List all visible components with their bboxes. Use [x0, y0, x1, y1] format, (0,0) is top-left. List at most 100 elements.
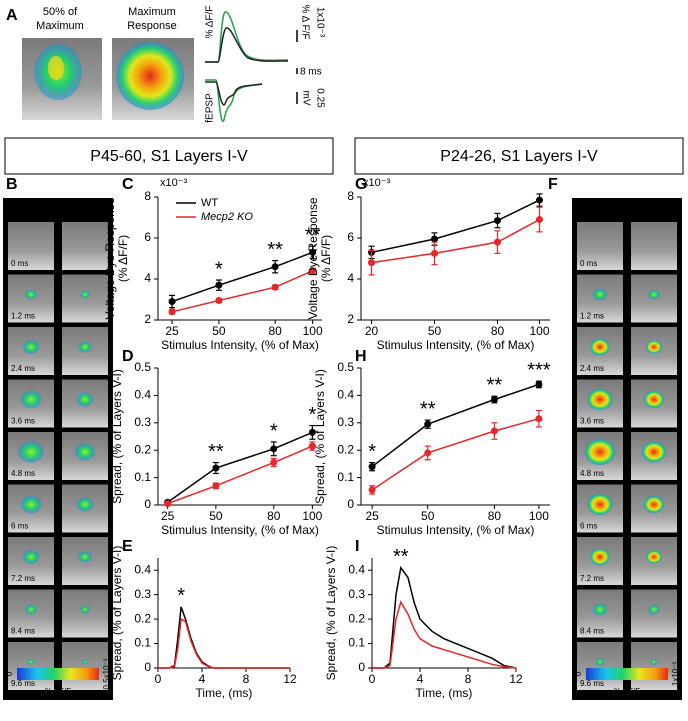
x-tick-label: 12 [283, 672, 297, 686]
time-label: 7.2 ms [580, 574, 604, 583]
header: P24-26, S1 Layers I-V [440, 148, 598, 165]
marker [164, 500, 172, 508]
colorbar [586, 668, 668, 680]
marker [431, 249, 438, 257]
response-blob [76, 392, 94, 407]
column-header: WildType [12, 206, 49, 216]
response-blob [641, 441, 667, 463]
response-blob [80, 290, 90, 299]
panel-label: D [122, 348, 134, 365]
image-label: Maximum [128, 6, 176, 18]
image-label: Response [127, 20, 177, 32]
marker [368, 259, 375, 267]
fepsp-50 [205, 81, 263, 106]
significance: * [368, 441, 376, 463]
y-axis-label: (% ΔF/F) [319, 235, 333, 282]
marker [424, 449, 432, 457]
x-tick-label: 100 [303, 324, 323, 338]
series-line [158, 617, 290, 669]
marker [270, 459, 278, 467]
y-tick-label: 0.3 [348, 587, 365, 601]
marker [431, 235, 438, 243]
response-blob [584, 438, 616, 466]
marker [494, 217, 501, 225]
x-tick-label: 4 [199, 672, 206, 686]
x-tick-label: 20 [365, 324, 379, 338]
series-line [167, 431, 313, 503]
x-tick-label: 0 [155, 672, 162, 686]
response-blob [20, 495, 42, 514]
time-label: 6 ms [11, 522, 28, 531]
marker [308, 442, 316, 450]
marker [309, 267, 317, 275]
response-core [48, 56, 64, 80]
trace-label: % ΔF/F [205, 6, 216, 39]
y-tick-label: 2 [347, 312, 354, 326]
panel-label: F [548, 176, 558, 193]
significance: * [215, 258, 223, 280]
response-blob [20, 390, 42, 409]
time-label: 2.4 ms [580, 364, 604, 373]
panel-label: I [355, 538, 359, 555]
time-label: 1.2 ms [11, 312, 35, 321]
y-tick-label: 0.3 [134, 587, 151, 601]
column-header: WildType [581, 206, 618, 216]
image-label: Maximum [36, 20, 84, 32]
y-tick-label: 4 [347, 271, 354, 285]
y-axis-label: Spread, (% of Layers V-I) [324, 546, 338, 681]
frame [8, 222, 54, 270]
response-blob [592, 603, 608, 616]
response-blob [25, 604, 37, 615]
x-tick-label: 12 [509, 672, 523, 686]
time-label: 0 ms [11, 259, 28, 268]
x-tick-label: 8 [465, 672, 472, 686]
response-blob [116, 42, 184, 110]
image-strip: WildType MeCP2-/y 0 ms 1.2 ms 2.4 ms 3.6 ms 4.… [572, 198, 682, 700]
significance: ** [208, 441, 224, 463]
colorbar-min: 0 [574, 671, 583, 676]
time-label: 1.2 ms [580, 312, 604, 321]
x-tick-label: 0 [369, 672, 376, 686]
y-tick-label: 0.4 [337, 388, 354, 402]
response-blob [25, 289, 37, 300]
x-axis-label: Stimulus Intensity, (% of Max) [161, 523, 319, 537]
y-tick-label: 0.1 [134, 470, 151, 484]
frame [62, 589, 108, 638]
time-label: 2.4 ms [11, 364, 35, 373]
panel-label: E [122, 538, 133, 555]
colorbar-label: % ΔF/F [614, 687, 640, 696]
panel-label: C [122, 176, 134, 193]
frame [577, 222, 623, 270]
x-tick-label: 25 [161, 509, 175, 523]
time-label: 3.6 ms [580, 417, 604, 426]
response-blob [650, 659, 658, 665]
x-tick-label: 80 [267, 509, 281, 523]
x-axis-label: Time, (ms) [416, 686, 473, 700]
marker [494, 238, 501, 246]
x-tick-label: 100 [302, 509, 322, 523]
y-tick-label: 8 [347, 189, 354, 203]
y-tick-label: 0 [144, 660, 151, 674]
significance: ** [305, 224, 321, 246]
series-line [171, 251, 313, 303]
frame [8, 642, 54, 690]
marker [308, 428, 316, 436]
frame [62, 642, 108, 690]
chart: 0 0.1 0.2 0.3 0.4 0 4 8 12 Time, (ms) Spread, (% o… [110, 546, 297, 701]
header-box [354, 137, 684, 175]
response-blob [643, 390, 665, 409]
x-tick-label: 50 [212, 324, 226, 338]
marker [536, 216, 543, 224]
scale-label: % Δ F/F [299, 4, 310, 39]
response-blob [592, 288, 608, 301]
significance: *** [527, 359, 551, 381]
x-axis-label: Stimulus Intensity, (% of Max) [161, 338, 319, 352]
marker [271, 263, 279, 271]
time-label: 8.4 ms [580, 627, 604, 636]
x-tick-label: 80 [491, 324, 505, 338]
colorbar-min: 0 [5, 671, 14, 676]
frame [631, 642, 677, 690]
response-blob [646, 340, 662, 354]
